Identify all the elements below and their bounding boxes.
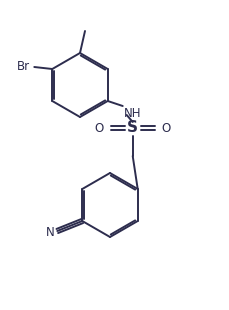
Text: O: O — [95, 122, 104, 135]
Text: Br: Br — [17, 60, 30, 73]
Text: O: O — [162, 122, 171, 135]
Text: N: N — [46, 225, 54, 238]
Text: NH: NH — [124, 107, 141, 120]
Text: S: S — [127, 121, 138, 135]
